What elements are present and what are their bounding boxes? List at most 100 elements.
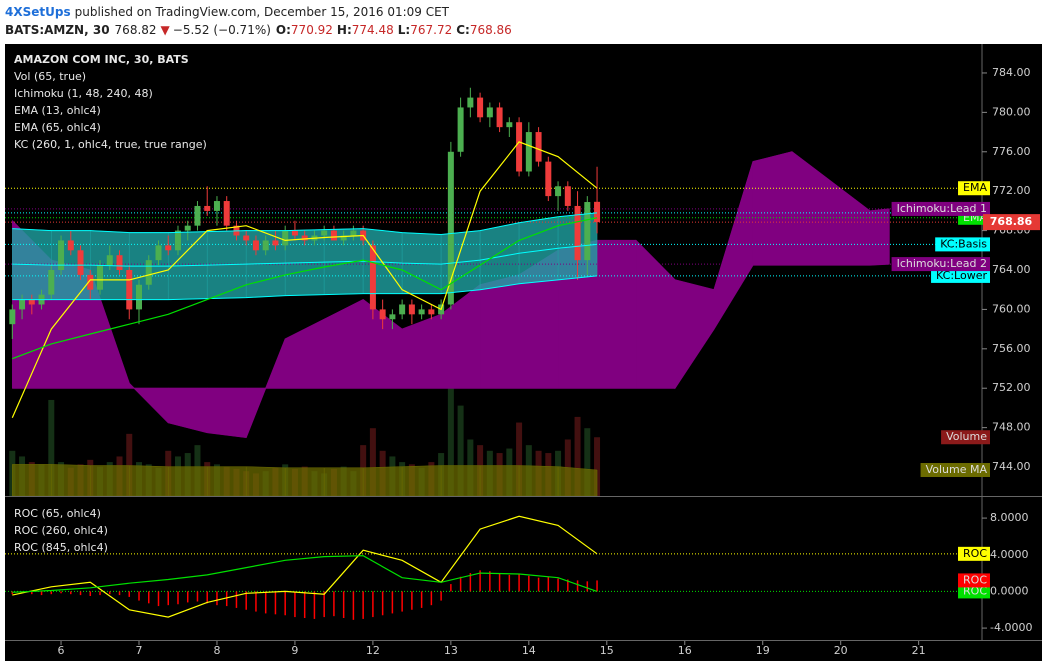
candle-body <box>516 122 523 172</box>
candle-body <box>525 132 532 172</box>
low-value: 767.72 <box>410 23 452 37</box>
volume-ma-area <box>557 466 598 497</box>
ichimoku-lead <box>11 151 890 439</box>
volume-ma-area <box>362 466 403 497</box>
volume-bar <box>584 428 591 496</box>
y-tick-label: 784.00 <box>992 66 1031 79</box>
overlay-line <box>12 217 598 360</box>
candle-body <box>77 250 84 275</box>
overlay-line <box>12 212 598 236</box>
chart-title: AMAZON COM INC, 30, BATS <box>14 53 189 66</box>
x-tick-label: 9 <box>291 644 298 657</box>
close-value: 768.86 <box>470 23 512 37</box>
volume-ma-area <box>479 465 520 497</box>
price-tag-label: Volume MA <box>926 463 988 476</box>
candle-body <box>282 230 289 246</box>
candle-body <box>379 309 386 320</box>
candle-body <box>145 260 152 285</box>
x-tick-label: 20 <box>834 644 848 657</box>
candle-body <box>291 230 298 236</box>
candle-body <box>330 230 337 241</box>
candle-body <box>136 284 143 310</box>
y-tick-label: 776.00 <box>992 145 1031 158</box>
price-tag <box>891 257 990 272</box>
roc-legend: ROC (260, ohlc4) <box>14 524 108 537</box>
volume-bar <box>447 388 454 496</box>
roc-line <box>12 555 598 593</box>
candle-body <box>97 265 104 290</box>
price-tag-label: ROC <box>963 584 987 597</box>
price-tag-label: ROC <box>963 573 987 586</box>
volume-ma-area <box>206 466 247 497</box>
volume-layer <box>9 388 601 497</box>
y-tick-label: 772.00 <box>992 184 1031 197</box>
candle-body <box>28 299 35 305</box>
roc-legend: ROC (65, ohlc4) <box>14 507 101 520</box>
volume-ma-area <box>51 464 91 497</box>
candle-body <box>418 309 425 315</box>
candle-body <box>272 240 279 246</box>
high-label: H: <box>337 23 352 37</box>
roc-y-tick-label: 8.0000 <box>990 511 1029 524</box>
x-tick-label: 15 <box>600 644 614 657</box>
x-tick-label: 19 <box>756 644 770 657</box>
candle-body <box>467 97 474 108</box>
price-tag-label: Volume <box>946 430 987 443</box>
candle-body <box>350 230 357 236</box>
candle-body <box>399 304 406 315</box>
price-tag <box>931 268 990 283</box>
ichimoku-cloud <box>479 274 520 389</box>
roc-y-tick-label: 0.0000 <box>990 584 1029 597</box>
candle-body <box>340 235 347 241</box>
candle-body <box>19 299 26 310</box>
volume-ma-area <box>167 466 208 497</box>
candle-body <box>408 304 415 315</box>
price-tag <box>941 430 990 445</box>
candle-body <box>457 107 464 152</box>
candle-body <box>594 201 601 223</box>
candle-body <box>204 205 211 211</box>
volume-ma-area <box>440 465 481 497</box>
ichimoku-lead <box>12 263 890 389</box>
last-price: 768.82 <box>115 23 157 37</box>
price-tag <box>891 201 990 216</box>
price-tag <box>958 181 990 196</box>
volume-ma-area <box>518 465 559 497</box>
overlay-line <box>11 141 598 419</box>
y-tick-label: 744.00 <box>992 460 1031 473</box>
x-tick-label: 7 <box>136 644 143 657</box>
candle-body <box>564 186 571 206</box>
price-tag <box>920 463 990 478</box>
price-tag-label: ROC <box>963 547 987 560</box>
close-label: C: <box>456 23 470 37</box>
volume-bar <box>126 433 133 496</box>
candle-body <box>106 255 113 266</box>
indicator-legend: KC (260, 1, ohlc4, true, true range) <box>14 138 207 151</box>
keltner-band <box>518 216 559 285</box>
legend-layer: AMAZON COM INC, 30, BATS Vol (65, true) I… <box>14 53 207 554</box>
roc-y-tick-label: -4.0000 <box>990 621 1032 634</box>
y-tick-label: 756.00 <box>992 342 1031 355</box>
indicator-legend: EMA (13, ohlc4) <box>14 104 101 117</box>
volume-ma-area <box>12 464 52 497</box>
high-value: 774.48 <box>352 23 394 37</box>
indicator-legend: EMA (65, ohlc4) <box>14 121 101 134</box>
roc-legend: ROC (845, ohlc4) <box>14 541 108 554</box>
candle-body <box>58 240 65 270</box>
candle-body <box>48 270 55 295</box>
author[interactable]: 4XSetUps <box>5 5 71 19</box>
price-tag <box>958 546 990 561</box>
x-tick-label: 6 <box>58 644 65 657</box>
x-tick-label: 8 <box>213 644 220 657</box>
candle-body <box>9 309 16 325</box>
open-value: 770.92 <box>291 23 333 37</box>
candle-body <box>369 245 376 310</box>
volume-bar <box>48 399 55 496</box>
published: published on TradingView.com, December 1… <box>75 5 450 19</box>
candle-body <box>486 107 493 118</box>
volume-ma-area <box>129 465 169 497</box>
x-tick-label: 21 <box>912 644 926 657</box>
volume-bar <box>516 422 523 496</box>
